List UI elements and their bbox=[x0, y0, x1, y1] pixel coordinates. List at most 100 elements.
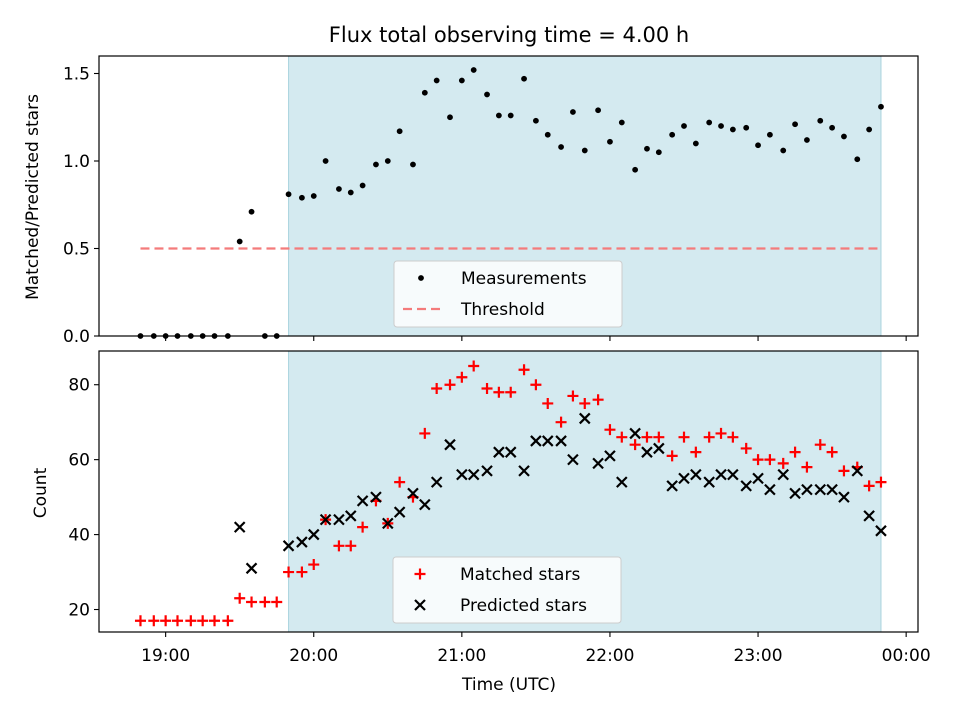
data-point bbox=[878, 103, 884, 110]
data-point bbox=[678, 472, 690, 485]
data-point bbox=[854, 156, 861, 163]
y-tick-label: 0.5 bbox=[63, 240, 90, 260]
data-point bbox=[544, 131, 551, 138]
data-point bbox=[236, 238, 243, 245]
chart-title: Flux total observing time = 4.00 h bbox=[329, 23, 689, 47]
y-axis-label: Count bbox=[31, 467, 51, 518]
data-point bbox=[495, 112, 502, 119]
y-tick-label: 0.0 bbox=[63, 327, 90, 347]
data-point bbox=[419, 498, 431, 511]
data-point bbox=[653, 442, 665, 455]
data-point bbox=[792, 121, 798, 128]
data-point bbox=[407, 487, 419, 500]
data-point bbox=[296, 536, 308, 548]
data-point bbox=[245, 562, 258, 575]
data-point bbox=[359, 182, 366, 189]
data-point bbox=[629, 439, 641, 451]
data-point bbox=[838, 465, 850, 477]
data-point bbox=[592, 457, 604, 470]
data-point bbox=[555, 416, 567, 428]
data-point bbox=[669, 131, 676, 138]
data-point bbox=[826, 446, 838, 458]
data-point bbox=[863, 480, 875, 492]
data-point bbox=[678, 431, 690, 443]
data-point bbox=[766, 131, 773, 138]
data-point bbox=[333, 540, 345, 552]
data-point bbox=[384, 158, 391, 164]
data-point bbox=[336, 186, 342, 192]
data-point bbox=[755, 142, 761, 149]
data-point bbox=[470, 67, 477, 73]
data-point bbox=[690, 468, 702, 481]
data-point bbox=[530, 435, 542, 447]
data-point bbox=[777, 468, 790, 481]
x-tick-label: 23:00 bbox=[734, 646, 783, 666]
data-point bbox=[558, 144, 564, 150]
data-point bbox=[271, 596, 283, 608]
legend-label: Matched stars bbox=[460, 565, 580, 585]
series-measurements bbox=[137, 67, 884, 339]
legend-label: Predicted stars bbox=[460, 596, 587, 616]
data-point bbox=[764, 483, 776, 496]
data-point bbox=[518, 465, 530, 477]
legend-label: Threshold bbox=[460, 300, 545, 320]
data-point bbox=[456, 371, 468, 383]
x-tick-label: 20:00 bbox=[289, 646, 338, 666]
data-point bbox=[394, 476, 406, 488]
data-point bbox=[493, 386, 505, 398]
data-point bbox=[616, 476, 628, 488]
y-axis-label: Matched/Predicted stars bbox=[23, 94, 43, 300]
data-point bbox=[578, 412, 591, 425]
data-point bbox=[197, 615, 209, 627]
data-point bbox=[333, 513, 345, 526]
data-point bbox=[433, 77, 440, 84]
data-point bbox=[579, 397, 591, 409]
data-point bbox=[370, 491, 382, 503]
data-point bbox=[817, 117, 824, 124]
data-point bbox=[542, 397, 554, 409]
data-point bbox=[752, 454, 764, 466]
data-point bbox=[521, 75, 527, 82]
data-point bbox=[283, 566, 295, 578]
data-point bbox=[296, 566, 308, 578]
data-point bbox=[604, 450, 616, 462]
data-point bbox=[752, 472, 764, 485]
data-point bbox=[703, 476, 715, 488]
data-point bbox=[518, 364, 530, 376]
data-point bbox=[322, 158, 329, 164]
data-point bbox=[555, 435, 567, 447]
data-point bbox=[632, 166, 639, 173]
data-point bbox=[285, 191, 292, 198]
x-tick-label: 19:00 bbox=[141, 646, 190, 666]
data-point bbox=[777, 457, 789, 469]
data-point bbox=[804, 137, 810, 143]
data-point bbox=[727, 468, 739, 481]
legend-label: Measurements bbox=[461, 269, 587, 289]
legend-marker bbox=[414, 599, 426, 611]
legend: Measurements Threshold bbox=[393, 260, 623, 328]
data-point bbox=[826, 483, 838, 496]
data-point bbox=[310, 193, 317, 199]
data-point bbox=[666, 480, 678, 492]
data-point bbox=[234, 592, 246, 604]
data-point bbox=[507, 112, 514, 119]
data-point bbox=[430, 476, 443, 488]
data-point bbox=[530, 379, 542, 391]
data-point bbox=[444, 379, 456, 391]
data-point bbox=[718, 123, 724, 129]
y-tick-label: 20 bbox=[68, 601, 90, 621]
data-point bbox=[347, 189, 354, 196]
data-point bbox=[467, 468, 480, 481]
data-point bbox=[740, 442, 752, 454]
data-point bbox=[209, 615, 221, 627]
x-tick-label: 21:00 bbox=[437, 646, 486, 666]
data-point bbox=[666, 450, 678, 462]
data-point bbox=[592, 394, 604, 406]
data-point bbox=[681, 123, 687, 129]
x-tick-label: 22:00 bbox=[585, 646, 634, 666]
data-point bbox=[875, 476, 887, 488]
data-point bbox=[863, 510, 875, 522]
data-point bbox=[484, 91, 490, 98]
data-point bbox=[629, 427, 641, 440]
